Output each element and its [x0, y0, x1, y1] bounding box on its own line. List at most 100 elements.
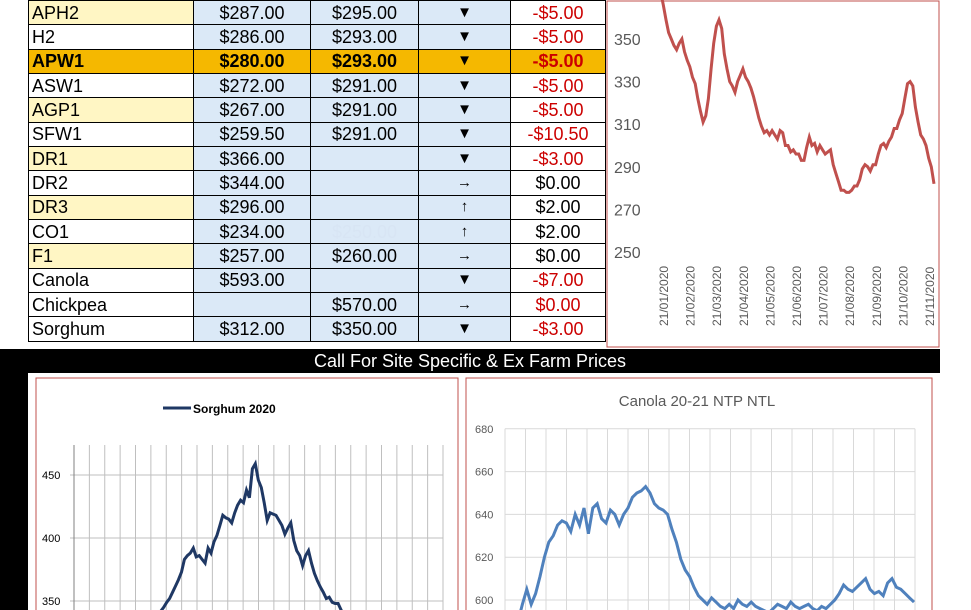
- table-row: APH2 $287.00 $295.00 ▼ -$5.00: [28, 0, 606, 26]
- trend-arrow-icon: ▼: [418, 146, 511, 172]
- ask-price: $291.00: [310, 121, 419, 148]
- trend-arrow-icon: →: [418, 170, 511, 196]
- bid-price: $234.00: [193, 219, 311, 245]
- ask-price: $570.00: [310, 292, 419, 318]
- y-tick-label: 310: [614, 117, 641, 134]
- trend-arrow-icon: ▼: [418, 24, 511, 50]
- x-tick-label: 21/09/2020: [870, 266, 884, 326]
- price-change: $2.00: [510, 219, 606, 245]
- wheat-price-chart: 250 270 290 310 330 350 21/01/2020 21/02/2020 2…: [606, 0, 940, 348]
- trend-arrow-icon: →: [418, 243, 511, 269]
- price-change: -$7.00: [510, 267, 606, 294]
- bid-price: $312.00: [193, 316, 311, 342]
- y-tick-label: 450: [42, 470, 60, 482]
- table-row: SFW1 $259.50 $291.00 ▼ -$10.50: [28, 121, 606, 148]
- x-tick-label: 21/10/2020: [896, 266, 910, 326]
- commodity-name: Sorghum: [28, 316, 194, 342]
- table-row: F1 $257.00 $260.00 → $0.00: [28, 243, 606, 269]
- ask-price: $291.00: [310, 73, 419, 99]
- commodity-name: APW1: [28, 48, 194, 75]
- trend-arrow-icon: ▼: [418, 0, 511, 26]
- bid-price: $287.00: [193, 0, 311, 26]
- price-change: -$5.00: [510, 48, 606, 75]
- ask-price: $250.00: [310, 219, 419, 245]
- price-change: -$3.00: [510, 316, 606, 342]
- trend-arrow-icon: ▼: [418, 97, 511, 123]
- ask-price: $291.00: [310, 97, 419, 123]
- ask-price: $295.00: [310, 0, 419, 26]
- ask-price: $293.00: [310, 24, 419, 50]
- commodity-name: DR2: [28, 170, 194, 196]
- price-series-line: [660, 0, 936, 194]
- bid-price: $344.00: [193, 170, 311, 196]
- table-row: H2 $286.00 $293.00 ▼ -$5.00: [28, 24, 606, 50]
- x-tick-label: 21/08/2020: [843, 266, 857, 326]
- commodity-name: AGP1: [28, 97, 194, 123]
- x-tick-label: 21/05/2020: [763, 266, 777, 326]
- canola-chart: Canola 20-21 NTP NTL 600 620 640 660 680: [463, 373, 940, 610]
- bid-price: $366.00: [193, 146, 311, 172]
- bid-price: $286.00: [193, 24, 311, 50]
- y-tick-label: 680: [475, 424, 493, 436]
- ask-price: $260.00: [310, 243, 419, 269]
- contact-banner: Call For Site Specific & Ex Farm Prices: [0, 349, 940, 373]
- bid-price: $280.00: [193, 48, 311, 75]
- trend-arrow-icon: ↑: [418, 219, 511, 245]
- table-row: AGP1 $267.00 $291.00 ▼ -$5.00: [28, 97, 606, 123]
- price-change: -$5.00: [510, 73, 606, 99]
- commodity-name: DR1: [28, 146, 194, 172]
- x-tick-label: 21/01/2020: [657, 266, 671, 326]
- x-tick-label: 21/04/2020: [737, 266, 751, 326]
- ask-price: [310, 194, 419, 221]
- price-change: $0.00: [510, 170, 606, 196]
- table-row: APW1 $280.00 $293.00 ▼ -$5.00: [28, 48, 606, 75]
- table-row: DR3 $296.00 ↑ $2.00: [28, 194, 606, 221]
- bid-price: $296.00: [193, 194, 311, 221]
- trend-arrow-icon: →: [418, 292, 511, 318]
- y-tick-label: 270: [614, 202, 641, 219]
- price-change: -$3.00: [510, 146, 606, 172]
- commodity-name: Canola: [28, 267, 194, 294]
- table-row: DR1 $366.00 ▼ -$3.00: [28, 146, 606, 172]
- trend-arrow-icon: ↑: [418, 194, 511, 221]
- y-tick-label: 660: [475, 467, 493, 479]
- ask-price: [310, 146, 419, 172]
- table-row: Sorghum $312.00 $350.00 ▼ -$3.00: [28, 316, 606, 342]
- x-tick-label: 21/11/2020: [923, 267, 937, 326]
- x-tick-label: 21/07/2020: [817, 266, 831, 326]
- chart-border: [465, 377, 933, 610]
- y-tick-label: 620: [475, 552, 493, 564]
- price-change: -$5.00: [510, 97, 606, 123]
- price-change: -$5.00: [510, 24, 606, 50]
- trend-arrow-icon: ▼: [418, 121, 511, 148]
- table-row: Canola $593.00 ▼ -$7.00: [28, 267, 606, 294]
- commodity-name: SFW1: [28, 121, 194, 148]
- commodity-name: APH2: [28, 0, 194, 26]
- price-change: -$10.50: [510, 121, 606, 148]
- table-row: CO1 $234.00 $250.00 ↑ $2.00: [28, 219, 606, 245]
- commodity-name: CO1: [28, 219, 194, 245]
- bid-price: $267.00: [193, 97, 311, 123]
- x-tick-label: 21/02/2020: [684, 266, 698, 326]
- bid-price: [193, 292, 311, 318]
- canola-series-line: [519, 484, 916, 610]
- table-row: Chickpea $570.00 → $0.00: [28, 292, 606, 318]
- y-tick-label: 350: [614, 32, 641, 49]
- commodity-name: F1: [28, 243, 194, 269]
- trend-arrow-icon: ▼: [418, 267, 511, 294]
- y-tick-label: 350: [42, 596, 60, 608]
- trend-arrow-icon: ▼: [418, 73, 511, 99]
- table-row: ASW1 $272.00 $291.00 ▼ -$5.00: [28, 73, 606, 99]
- ask-price: $350.00: [310, 316, 419, 342]
- price-change: $0.00: [510, 292, 606, 318]
- legend-label: Sorghum 2020: [193, 402, 276, 416]
- x-tick-label: 21/03/2020: [710, 266, 724, 326]
- ask-price: [310, 267, 419, 294]
- price-change: $2.00: [510, 194, 606, 221]
- y-tick-label: 600: [475, 595, 493, 607]
- price-change: $0.00: [510, 243, 606, 269]
- commodity-name: DR3: [28, 194, 194, 221]
- y-tick-label: 640: [475, 509, 493, 521]
- y-tick-label: 290: [614, 160, 641, 177]
- commodity-name: ASW1: [28, 73, 194, 99]
